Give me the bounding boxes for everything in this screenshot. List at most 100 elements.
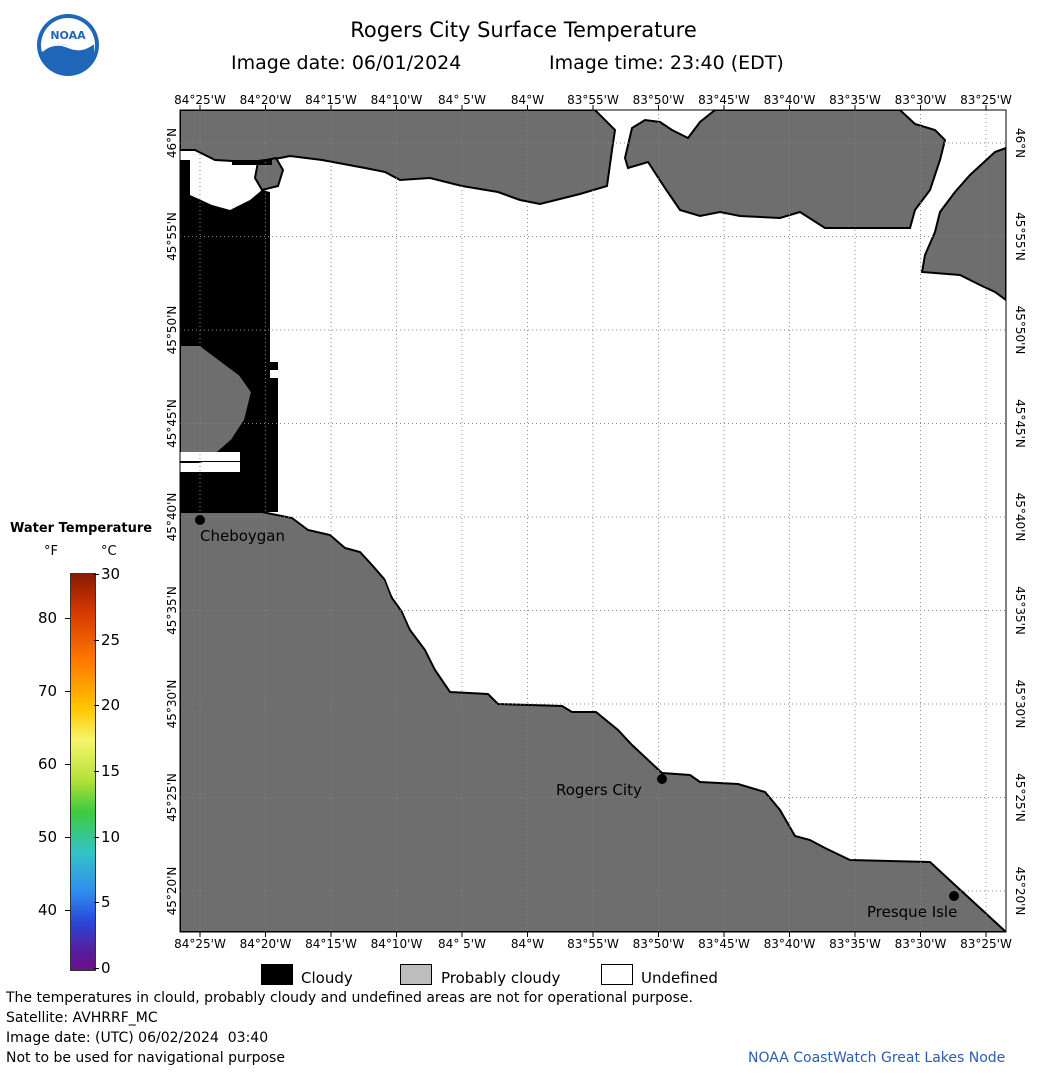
cloudy-label: Cloudy [301, 969, 353, 987]
lat-label-left: 45°20'N [165, 867, 179, 916]
lon-label-top: 84°W [511, 93, 544, 107]
svg-text:NOAA: NOAA [50, 29, 86, 42]
lat-label-left: 45°40'N [165, 493, 179, 542]
noaa-logo: NOAA [37, 14, 99, 76]
lat-label-left: 45°35'N [165, 586, 179, 635]
lon-label-bottom: 83°50'W [633, 937, 685, 951]
lon-label-top: 83°25'W [960, 93, 1012, 107]
cheboygan-marker [195, 515, 205, 525]
lon-label-top: 84°15'W [305, 93, 357, 107]
latitude-labels-left: 46°N 45°55'N 45°50'N 45°45'N 45°40'N 45°35'N 4… [165, 128, 179, 916]
small-island [253, 156, 285, 192]
page-title: Rogers City Surface Temperature [350, 18, 697, 42]
legend-unit-f: °F [44, 544, 58, 559]
lon-label-bottom: 83°25'W [960, 937, 1012, 951]
presque-isle-label: Presque Isle [867, 903, 957, 921]
image-date-label: Image date: 06/01/2024 [231, 52, 462, 74]
fahrenheit-tick [65, 836, 70, 838]
lon-label-top: 84° 5'W [438, 93, 486, 107]
celsius-tick [94, 836, 99, 838]
lon-label-bottom: 83°30'W [895, 937, 947, 951]
fahrenheit-tick-label: 70 [38, 681, 58, 700]
lon-label-bottom: 83°40'W [764, 937, 816, 951]
presque-isle-marker [949, 891, 959, 901]
rogers-city-marker [657, 774, 667, 784]
fahrenheit-tick-label: 50 [38, 827, 58, 846]
lat-label-right: 45°35'N [1013, 586, 1027, 635]
lat-label-right: 45°40'N [1013, 493, 1027, 542]
lat-label-right: 45°55'N [1013, 212, 1027, 261]
lon-label-top: 84°10'W [371, 93, 423, 107]
navigation-warning: Not to be used for navigational purpose [6, 1050, 285, 1066]
celsius-tick [94, 574, 99, 575]
celsius-tick [94, 902, 99, 904]
northern-land-east [623, 110, 947, 229]
lat-label-left: 45°55'N [165, 212, 179, 261]
cheboygan-label: Cheboygan [200, 527, 285, 545]
lat-label-right: 45°30'N [1013, 680, 1027, 729]
lon-label-top: 83°35'W [829, 93, 881, 107]
lon-label-top: 83°55'W [567, 93, 619, 107]
rogers-city-label: Rogers City [556, 781, 642, 799]
fahrenheit-tick-label: 60 [38, 754, 58, 773]
lat-label-left: 45°45'N [165, 399, 179, 448]
graticule [180, 105, 1006, 937]
fahrenheit-tick-label: 40 [38, 900, 58, 919]
probably-cloudy-swatch [400, 964, 432, 985]
latitude-labels-right: 46°N 45°55'N 45°50'N 45°45'N 45°40'N 45°35'N 4… [1013, 128, 1027, 916]
lon-label-bottom: 84°25'W [174, 937, 226, 951]
image-time-label: Image time: 23:40 (EDT) [549, 52, 784, 74]
longitude-labels-bottom: 84°25'W 84°20'W 84°15'W 84°10'W 84° 5'W 84°W 8… [174, 937, 1012, 951]
lon-label-bottom: 84°15'W [305, 937, 357, 951]
fahrenheit-tick [65, 763, 70, 765]
lon-label-top: 84°25'W [174, 93, 226, 107]
fahrenheit-tick [65, 617, 70, 619]
lat-label-right: 46°N [1013, 128, 1027, 158]
lat-label-left: 46°N [165, 128, 179, 158]
lat-label-left: 45°30'N [165, 680, 179, 729]
disclaimer-text: The temperatures in clould, probably clo… [6, 990, 693, 1006]
utc-date-text: Image date: (UTC) 06/02/2024 03:40 [6, 1030, 269, 1046]
lon-label-bottom: 84°W [511, 937, 544, 951]
celsius-tick-label: 0 [101, 959, 111, 977]
lon-label-bottom: 84°20'W [240, 937, 292, 951]
celsius-tick [94, 639, 99, 641]
celsius-tick-label: 10 [101, 827, 121, 846]
probably-cloudy-label: Probably cloudy [441, 969, 561, 987]
credit-link[interactable]: NOAA CoastWatch Great Lakes Node [748, 1050, 1006, 1066]
celsius-tick [94, 705, 99, 707]
fahrenheit-tick-label: 80 [38, 608, 58, 627]
lon-label-bottom: 83°45'W [698, 937, 750, 951]
lon-label-top: 84°20'W [240, 93, 292, 107]
lon-label-top: 83°30'W [895, 93, 947, 107]
lat-label-right: 45°50'N [1013, 306, 1027, 355]
celsius-tick [94, 968, 99, 969]
celsius-tick-label: 30 [101, 565, 121, 583]
lat-label-right: 45°25'N [1013, 773, 1027, 822]
legend-unit-c: °C [101, 544, 117, 559]
lat-label-left: 45°50'N [165, 306, 179, 355]
celsius-tick-label: 25 [101, 630, 121, 649]
undefined-swatch [601, 964, 633, 985]
lon-label-top: 83°45'W [698, 93, 750, 107]
cloudy-swatch [261, 964, 293, 985]
celsius-tick-label: 15 [101, 762, 121, 780]
map-frame [179, 109, 1007, 933]
lon-label-bottom: 84° 5'W [438, 937, 486, 951]
lat-label-left: 45°25'N [165, 773, 179, 822]
legend-title: Water Temperature [10, 521, 153, 536]
lat-label-right: 45°20'N [1013, 867, 1027, 916]
satellite-text: Satellite: AVHRRF_MC [6, 1010, 158, 1026]
longitude-labels-top: 84°25'W 84°20'W 84°15'W 84°10'W 84° 5'W 84°W 8… [174, 93, 1012, 107]
undefined-label: Undefined [641, 969, 718, 987]
lon-label-bottom: 83°55'W [567, 937, 619, 951]
lon-label-bottom: 83°35'W [829, 937, 881, 951]
lon-label-bottom: 84°10'W [371, 937, 423, 951]
eastern-land [920, 146, 1006, 302]
cloudy-region [180, 160, 278, 512]
fahrenheit-tick [65, 909, 70, 911]
celsius-tick-label: 5 [101, 893, 111, 912]
lat-label-right: 45°45'N [1013, 399, 1027, 448]
lon-label-top: 83°40'W [764, 93, 816, 107]
